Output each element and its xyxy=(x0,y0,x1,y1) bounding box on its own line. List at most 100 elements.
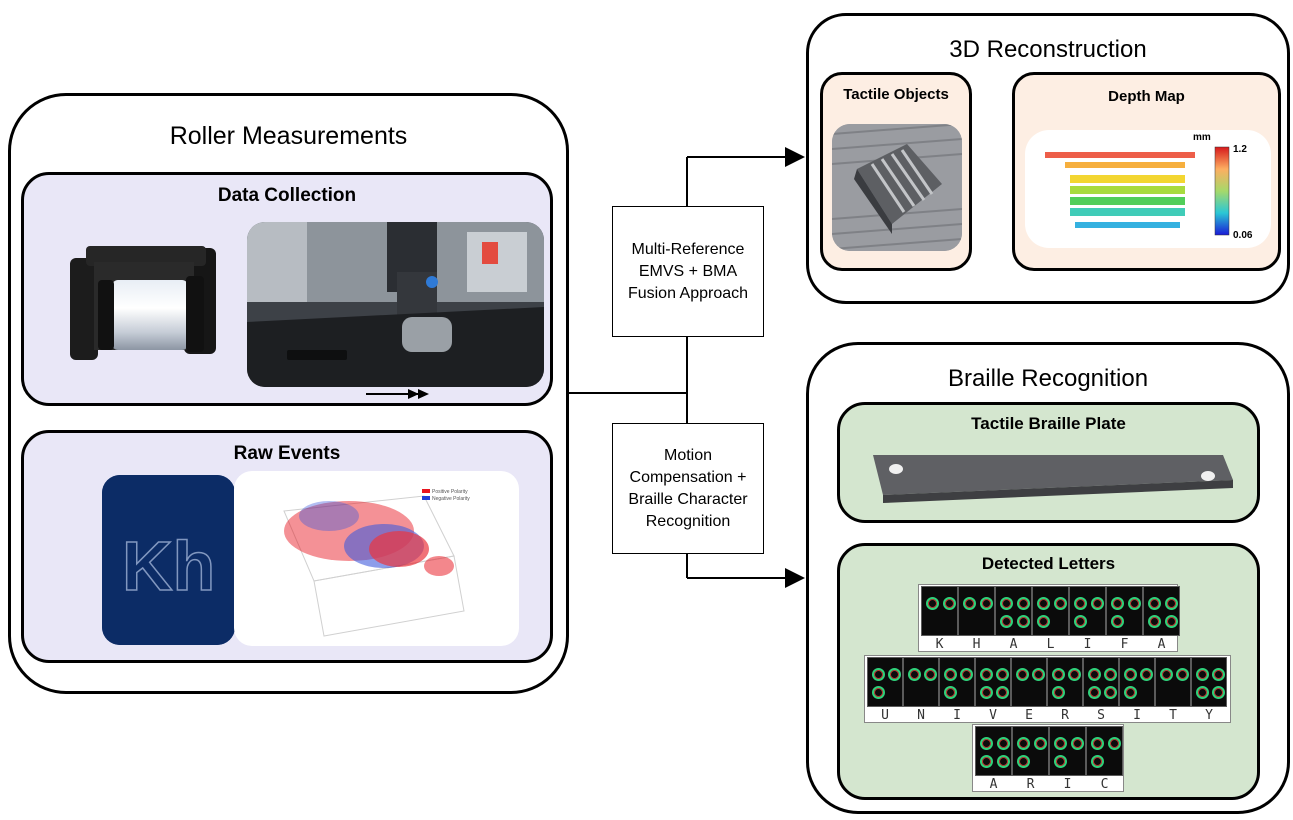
braille-dot xyxy=(959,668,973,681)
motion-direction-arrow xyxy=(366,389,429,399)
braille-dot xyxy=(1088,685,1102,699)
braille-letter-cell xyxy=(995,586,1032,636)
tactile-object-photo xyxy=(832,124,962,251)
tactile-objects-panel: Tactile Objects xyxy=(820,72,972,271)
braille-dot xyxy=(1127,597,1141,610)
braille-letter-label: A xyxy=(1157,637,1166,652)
braille-dot xyxy=(1037,614,1051,628)
braille-dot xyxy=(1103,685,1117,699)
braille-dot xyxy=(1031,668,1045,681)
braille-letter-label: N xyxy=(917,708,925,723)
braille-dot xyxy=(996,737,1010,750)
braille-dot xyxy=(1067,668,1081,681)
braille-letter-label: C xyxy=(1100,777,1109,792)
braille-letter-label: U xyxy=(881,708,889,723)
braille-dot xyxy=(1016,597,1030,610)
braille-letter-label: K xyxy=(935,637,944,652)
braille-dot xyxy=(1052,685,1066,699)
event-3d-plot: Positive Polarity Negative Polarity xyxy=(234,471,519,646)
braille-letter-cell xyxy=(1047,657,1083,707)
braille-dot xyxy=(1148,597,1162,610)
raw-events-title: Raw Events xyxy=(233,443,341,464)
braille-letter-label: S xyxy=(1097,708,1105,723)
braille-letter-label: L xyxy=(1046,637,1055,652)
braille-dot xyxy=(1164,614,1178,628)
braille-dot xyxy=(908,668,922,681)
depth-map-plot: mm 1.2 0.06 xyxy=(1025,130,1271,248)
braille-letter-cell xyxy=(975,657,1011,707)
braille-dot xyxy=(1111,597,1125,610)
braille-dot xyxy=(1000,597,1014,610)
braille-dot xyxy=(995,668,1009,681)
braille-letter-cell xyxy=(1069,586,1106,636)
braille-dot xyxy=(1033,737,1047,750)
braille-letter-label: F xyxy=(1120,637,1129,652)
roller-device-image xyxy=(70,246,216,360)
braille-dot xyxy=(980,754,994,768)
raw-events-panel: Raw Events Kh Positive Polarity Negative… xyxy=(21,430,553,663)
braille-dot xyxy=(1074,614,1088,628)
braille-dot xyxy=(872,668,886,681)
colorbar-max: 1.2 xyxy=(1233,144,1247,155)
braille-dot xyxy=(1211,668,1225,681)
braille-dot xyxy=(980,737,994,750)
braille-letter-label: A xyxy=(1009,637,1018,652)
braille-letter-cell xyxy=(1032,586,1069,636)
lab-setup-photo xyxy=(247,222,544,387)
detected-letters-title: Detected Letters xyxy=(981,554,1116,573)
braille-letter-label: I xyxy=(1083,637,1092,652)
braille-dot xyxy=(980,668,994,681)
braille-dot xyxy=(995,685,1009,699)
braille-letter-cell xyxy=(867,657,903,707)
braille-letter-label: I xyxy=(953,708,961,723)
braille-plate-panel: Tactile Braille Plate xyxy=(837,402,1260,523)
braille-dot xyxy=(944,668,958,681)
braille-dot xyxy=(980,685,994,699)
braille-letter-label: V xyxy=(989,708,997,723)
tactile-objects-title: Tactile Objects xyxy=(843,86,949,103)
fusion-approach-box: Multi-Reference EMVS + BMA Fusion Approa… xyxy=(612,206,764,337)
braille-dot xyxy=(1091,737,1105,750)
braille-dot xyxy=(1175,668,1189,681)
braille-letter-label: E xyxy=(1025,708,1033,723)
braille-dot xyxy=(872,685,886,699)
braille-dot xyxy=(944,685,958,699)
braille-dot xyxy=(1017,737,1031,750)
braille-dot xyxy=(1017,754,1031,768)
braille-letter-label: T xyxy=(1169,708,1177,723)
braille-dot xyxy=(1016,614,1030,628)
braille-letter-cell xyxy=(939,657,975,707)
braille-dot xyxy=(1037,597,1051,610)
braille-dot xyxy=(1016,668,1030,681)
braille-dot xyxy=(1070,737,1084,750)
depth-map-title: Depth Map xyxy=(1108,88,1185,105)
braille-dot xyxy=(963,597,977,610)
braille-letter-cell xyxy=(1011,657,1047,707)
braille-plate-title: Tactile Braille Plate xyxy=(971,414,1126,433)
braille-dot xyxy=(1111,614,1125,628)
braille-letter-label: I xyxy=(1133,708,1141,723)
braille-letter-label: R xyxy=(1061,708,1069,723)
braille-dot xyxy=(887,668,901,681)
braille-letter-cell xyxy=(903,657,939,707)
braille-dot xyxy=(1139,668,1153,681)
braille-dot xyxy=(979,597,993,610)
braille-dot xyxy=(1053,597,1067,610)
braille-dot xyxy=(1196,668,1210,681)
roller-measurements-title: Roller Measurements xyxy=(169,122,408,150)
braille-letter-label: R xyxy=(1026,777,1035,792)
braille-letter-cell xyxy=(1049,726,1086,776)
braille-letter-cell xyxy=(1012,726,1049,776)
braille-dot xyxy=(1054,754,1068,768)
braille-dot xyxy=(1124,685,1138,699)
colorbar-unit: mm xyxy=(1193,132,1211,143)
braille-dot xyxy=(1196,685,1210,699)
braille-dot xyxy=(996,754,1010,768)
braille-dot xyxy=(1148,614,1162,628)
data-collection-title: Data Collection xyxy=(217,185,357,206)
colorbar-min: 0.06 xyxy=(1233,230,1253,241)
braille-dot xyxy=(1000,614,1014,628)
